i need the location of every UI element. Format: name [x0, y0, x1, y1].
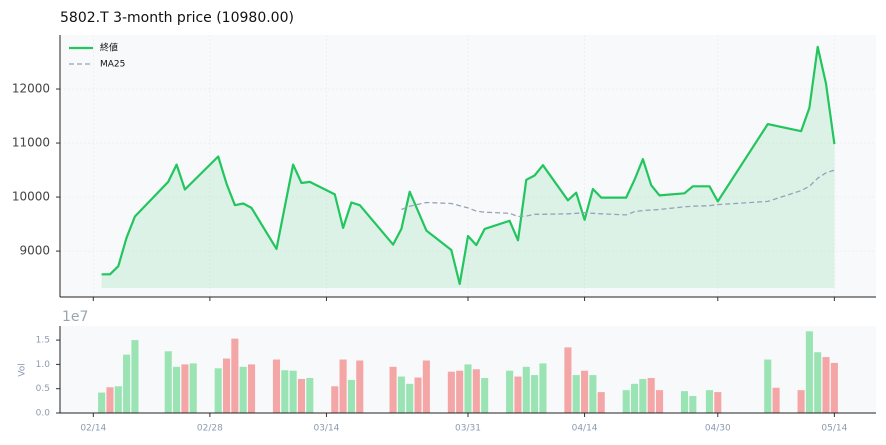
volume-bar — [281, 370, 289, 413]
volume-bar — [514, 376, 522, 413]
volume-bar — [639, 378, 647, 413]
volume-bar — [655, 390, 664, 413]
volume-bar — [531, 375, 539, 413]
area-fill — [101, 46, 835, 289]
y-tick-label: 1.5 — [36, 336, 50, 346]
volume-bar — [772, 387, 780, 413]
legend-label: MA25 — [100, 60, 125, 70]
volume-bar — [406, 383, 414, 413]
volume-bar — [705, 390, 714, 413]
volume-bar — [389, 366, 397, 413]
x-tick-label: 04/14 — [572, 424, 598, 434]
volume-bar — [289, 370, 297, 413]
volume-bar — [464, 364, 472, 413]
y-axis-label: Vol — [18, 363, 28, 376]
y-tick-label: 11000 — [12, 136, 50, 150]
volume-bar — [522, 366, 530, 413]
y-tick-label: 0.5 — [36, 384, 50, 394]
x-tick-label: 02/14 — [80, 424, 106, 434]
volume-bar — [805, 331, 813, 413]
volume-bar — [680, 391, 689, 413]
x-tick-label: 03/31 — [455, 424, 481, 434]
ma-line — [401, 169, 835, 218]
y-tick-label: 1.0 — [36, 360, 51, 370]
volume-bar — [339, 359, 347, 413]
volume-bar — [214, 368, 222, 413]
volume-bar — [331, 386, 339, 413]
volume-bar — [456, 370, 464, 413]
volume-bar — [397, 376, 405, 413]
x-tick-label: 04/30 — [705, 424, 731, 434]
volume-bar — [173, 366, 181, 413]
volume-bar — [622, 390, 630, 413]
volume-bar — [106, 387, 114, 413]
x-tick-label: 03/14 — [313, 424, 339, 434]
volume-bar — [830, 362, 838, 413]
volume-bar — [414, 377, 422, 413]
volume-bar — [131, 340, 139, 413]
volume-bar — [647, 378, 655, 413]
volume-bar — [481, 378, 489, 413]
volume-bar — [164, 351, 172, 413]
volume-bar — [472, 369, 480, 413]
y-tick-label: 0.0 — [36, 409, 51, 419]
volume-bar — [347, 379, 355, 413]
volume-bar — [764, 359, 772, 413]
volume-bar — [797, 390, 805, 413]
y-tick-label: 12000 — [12, 82, 50, 96]
x-tick-label: 05/14 — [821, 424, 847, 434]
volume-bar — [123, 354, 131, 413]
volume-bar — [247, 364, 256, 413]
volume-bar — [597, 392, 605, 413]
volume-bar — [589, 375, 597, 413]
volume-bar — [564, 347, 572, 413]
volume-bar — [297, 378, 306, 413]
volume-bar — [189, 363, 197, 413]
volume-bar — [539, 363, 547, 413]
volume-bar — [572, 375, 580, 413]
volume-bar — [822, 357, 830, 413]
y-tick-label: 9000 — [19, 244, 50, 258]
volume-bar — [272, 359, 281, 413]
volume-bar — [506, 370, 514, 413]
volume-bar — [422, 360, 430, 413]
volume-bar — [114, 386, 122, 413]
volume-bar — [630, 383, 639, 413]
offset-label: 1e7 — [62, 309, 88, 325]
volume-bar — [306, 378, 314, 413]
volume-bar — [447, 371, 455, 413]
x-tick-label: 02/28 — [197, 424, 223, 434]
volume-bar — [239, 366, 247, 413]
price-line — [101, 45, 836, 286]
volume-bar — [689, 395, 697, 413]
volume-bar — [714, 392, 722, 413]
volume-bar — [356, 360, 364, 413]
volume-bar — [231, 338, 239, 413]
volume-bar — [581, 370, 589, 413]
volume-bar — [98, 392, 106, 413]
legend-label: 終値 — [100, 42, 118, 54]
chart-title: 5802.T 3-month price (10980.00) — [60, 10, 294, 26]
volume-bar — [814, 352, 822, 413]
y-tick-label: 10000 — [12, 190, 50, 204]
volume-bar — [222, 358, 231, 413]
volume-bar — [181, 364, 189, 413]
